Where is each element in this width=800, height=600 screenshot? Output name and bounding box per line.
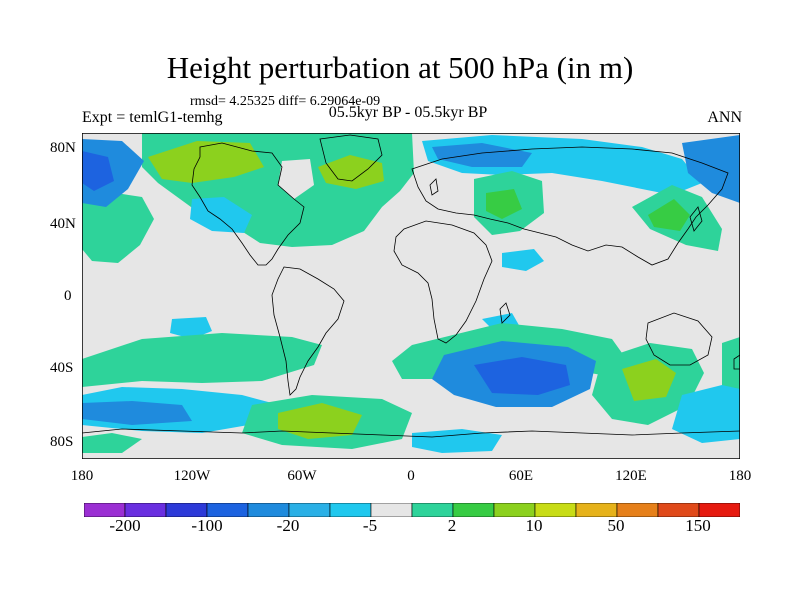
contour-positive-south-pac bbox=[82, 333, 322, 387]
coast-japan bbox=[689, 206, 703, 232]
contour-negative-siberia bbox=[682, 135, 740, 203]
lat-tick-40n: 40N bbox=[50, 216, 76, 232]
map-title: Height perturbation at 500 hPa (in m) bbox=[166, 50, 634, 85]
contour-negative-asia-small bbox=[502, 249, 544, 271]
colorbar-label-minus20: -20 bbox=[276, 516, 300, 535]
lat-tick-40s: 40S bbox=[50, 360, 74, 376]
lon-tick-60e: 60E bbox=[508, 468, 534, 484]
coast-antarctica bbox=[82, 428, 740, 438]
map-plot bbox=[82, 133, 740, 459]
colorbar-swatch bbox=[698, 503, 740, 517]
coastlines bbox=[82, 134, 740, 438]
contour-negative-antarctic-se bbox=[412, 429, 502, 453]
coast-greenland bbox=[319, 134, 383, 182]
contour-positive-europe-inner bbox=[486, 189, 522, 219]
colorbar-swatch bbox=[452, 503, 495, 517]
colorbar bbox=[84, 503, 740, 517]
coast-uk bbox=[429, 178, 439, 196]
colorbar-swatch bbox=[575, 503, 618, 517]
contour-negative-south-indian-inner bbox=[474, 357, 570, 395]
colorbar-swatch bbox=[411, 503, 454, 517]
contour-positive-antarctic-far bbox=[82, 433, 142, 453]
colorbar-label-minus200: -200 bbox=[109, 516, 141, 535]
colorbar-swatch bbox=[493, 503, 536, 517]
colorbar-swatch bbox=[616, 503, 659, 517]
lon-tick-180-left: 180 bbox=[70, 468, 94, 484]
lon-tick-120e: 120E bbox=[615, 468, 647, 484]
lon-tick-0: 0 bbox=[407, 468, 415, 484]
colorbar-swatch bbox=[288, 503, 331, 517]
contour-positive-antarctic-inner bbox=[278, 403, 362, 439]
contour-positive-east-asia-inner bbox=[648, 199, 690, 231]
colorbar-label-150: 150 bbox=[685, 516, 711, 535]
colorbar-label-10: 10 bbox=[525, 516, 543, 535]
stats-text: rmsd= 4.25325 diff= 6.29064e-09 bbox=[190, 94, 381, 109]
colorbar-label-minus5: -5 bbox=[362, 516, 378, 535]
coast-new-zealand bbox=[733, 354, 740, 370]
contour-positive-south-australia-inner bbox=[622, 359, 676, 401]
coast-africa bbox=[393, 220, 493, 344]
colorbar-label-2: 2 bbox=[447, 516, 457, 535]
contour-negative-south-pacific-east bbox=[672, 385, 740, 443]
coast-south-america bbox=[271, 266, 345, 396]
coast-eurasia bbox=[411, 146, 729, 266]
colorbar-swatch bbox=[534, 503, 577, 517]
season-label: ANN bbox=[707, 109, 742, 126]
contour-negative-atl-inner bbox=[432, 143, 532, 167]
colorbar-swatch bbox=[84, 503, 126, 517]
colorbar-swatch bbox=[657, 503, 700, 517]
lat-tick-80s: 80S bbox=[50, 434, 74, 450]
colorbar-swatch bbox=[247, 503, 290, 517]
contour-positive-npac-west bbox=[82, 193, 154, 263]
contour-negative-hudson bbox=[278, 159, 314, 199]
coast-north-america bbox=[191, 142, 305, 266]
colorbar-swatch bbox=[206, 503, 249, 517]
period-label: 05.5kyr BP - 05.5kyr BP bbox=[328, 104, 488, 121]
contour-positive-arctic bbox=[318, 155, 384, 189]
colorbar-swatch bbox=[329, 503, 372, 517]
colorbar-label-minus100: -100 bbox=[191, 516, 223, 535]
lat-tick-0: 0 bbox=[64, 288, 72, 304]
lat-tick-80n: 80N bbox=[50, 140, 76, 156]
lon-tick-120w: 120W bbox=[173, 468, 211, 484]
lon-tick-180-right: 180 bbox=[728, 468, 752, 484]
lon-tick-60w: 60W bbox=[287, 468, 317, 484]
contour-negative-npac-inner bbox=[82, 151, 114, 191]
contour-negative-south-pac-small bbox=[170, 317, 212, 339]
colorbar-swatch bbox=[370, 503, 413, 517]
colorbar-swatch bbox=[165, 503, 208, 517]
coast-australia bbox=[645, 312, 713, 366]
contour-negative-south-pacific-inner bbox=[82, 401, 192, 425]
contour-positive-na-inner bbox=[148, 141, 264, 183]
colorbar-swatch bbox=[124, 503, 167, 517]
contour-positive-south-pac-east bbox=[722, 337, 740, 395]
experiment-label: Expt = temlG1-temhg bbox=[82, 109, 223, 126]
coast-madagascar bbox=[499, 302, 511, 324]
colorbar-label-50: 50 bbox=[607, 516, 625, 535]
